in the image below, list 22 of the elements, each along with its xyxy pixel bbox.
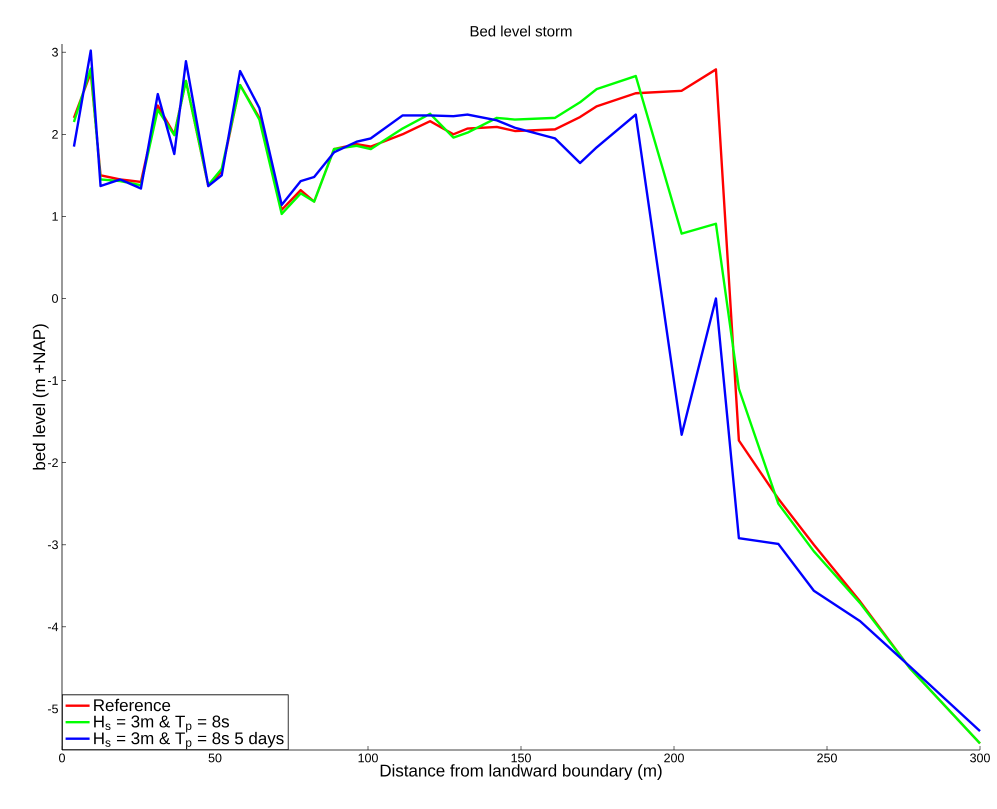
chart-title: Bed level storm [470, 26, 572, 36]
legend-label: Reference [94, 698, 170, 712]
y-tick-label: 3 [52, 48, 58, 57]
y-tick-label: -4 [48, 622, 58, 632]
legend-label: H$_{s}$ = 3m & T$_{p}$ = 8s [94, 716, 229, 732]
y-tick-label: 2 [52, 130, 58, 139]
y-tick-label: 0 [52, 294, 58, 303]
y-tick-label: -3 [48, 540, 58, 550]
y-tick-label: -5 [48, 704, 58, 714]
y-tick-label: 1 [52, 212, 58, 221]
legend-label: H$_{s}$ = 3m & T$_{p}$ = 8s 5 days [94, 732, 284, 750]
x-tick-label: 50 [208, 754, 222, 762]
x-tick-label: 100 [358, 754, 378, 762]
x-tick-label: 200 [664, 754, 684, 762]
x-tick-label: 250 [817, 754, 837, 762]
x-tick-label: 150 [512, 754, 531, 762]
y-tick-label: -2 [48, 458, 58, 468]
x-tick-label: 0 [59, 754, 65, 762]
x-axis-title: Distance from landward boundary (m) [380, 764, 662, 780]
y-axis-title: bed level (m +NAP) [32, 324, 49, 470]
x-tick-label: 300 [970, 754, 990, 762]
y-tick-label: -1 [48, 376, 58, 385]
